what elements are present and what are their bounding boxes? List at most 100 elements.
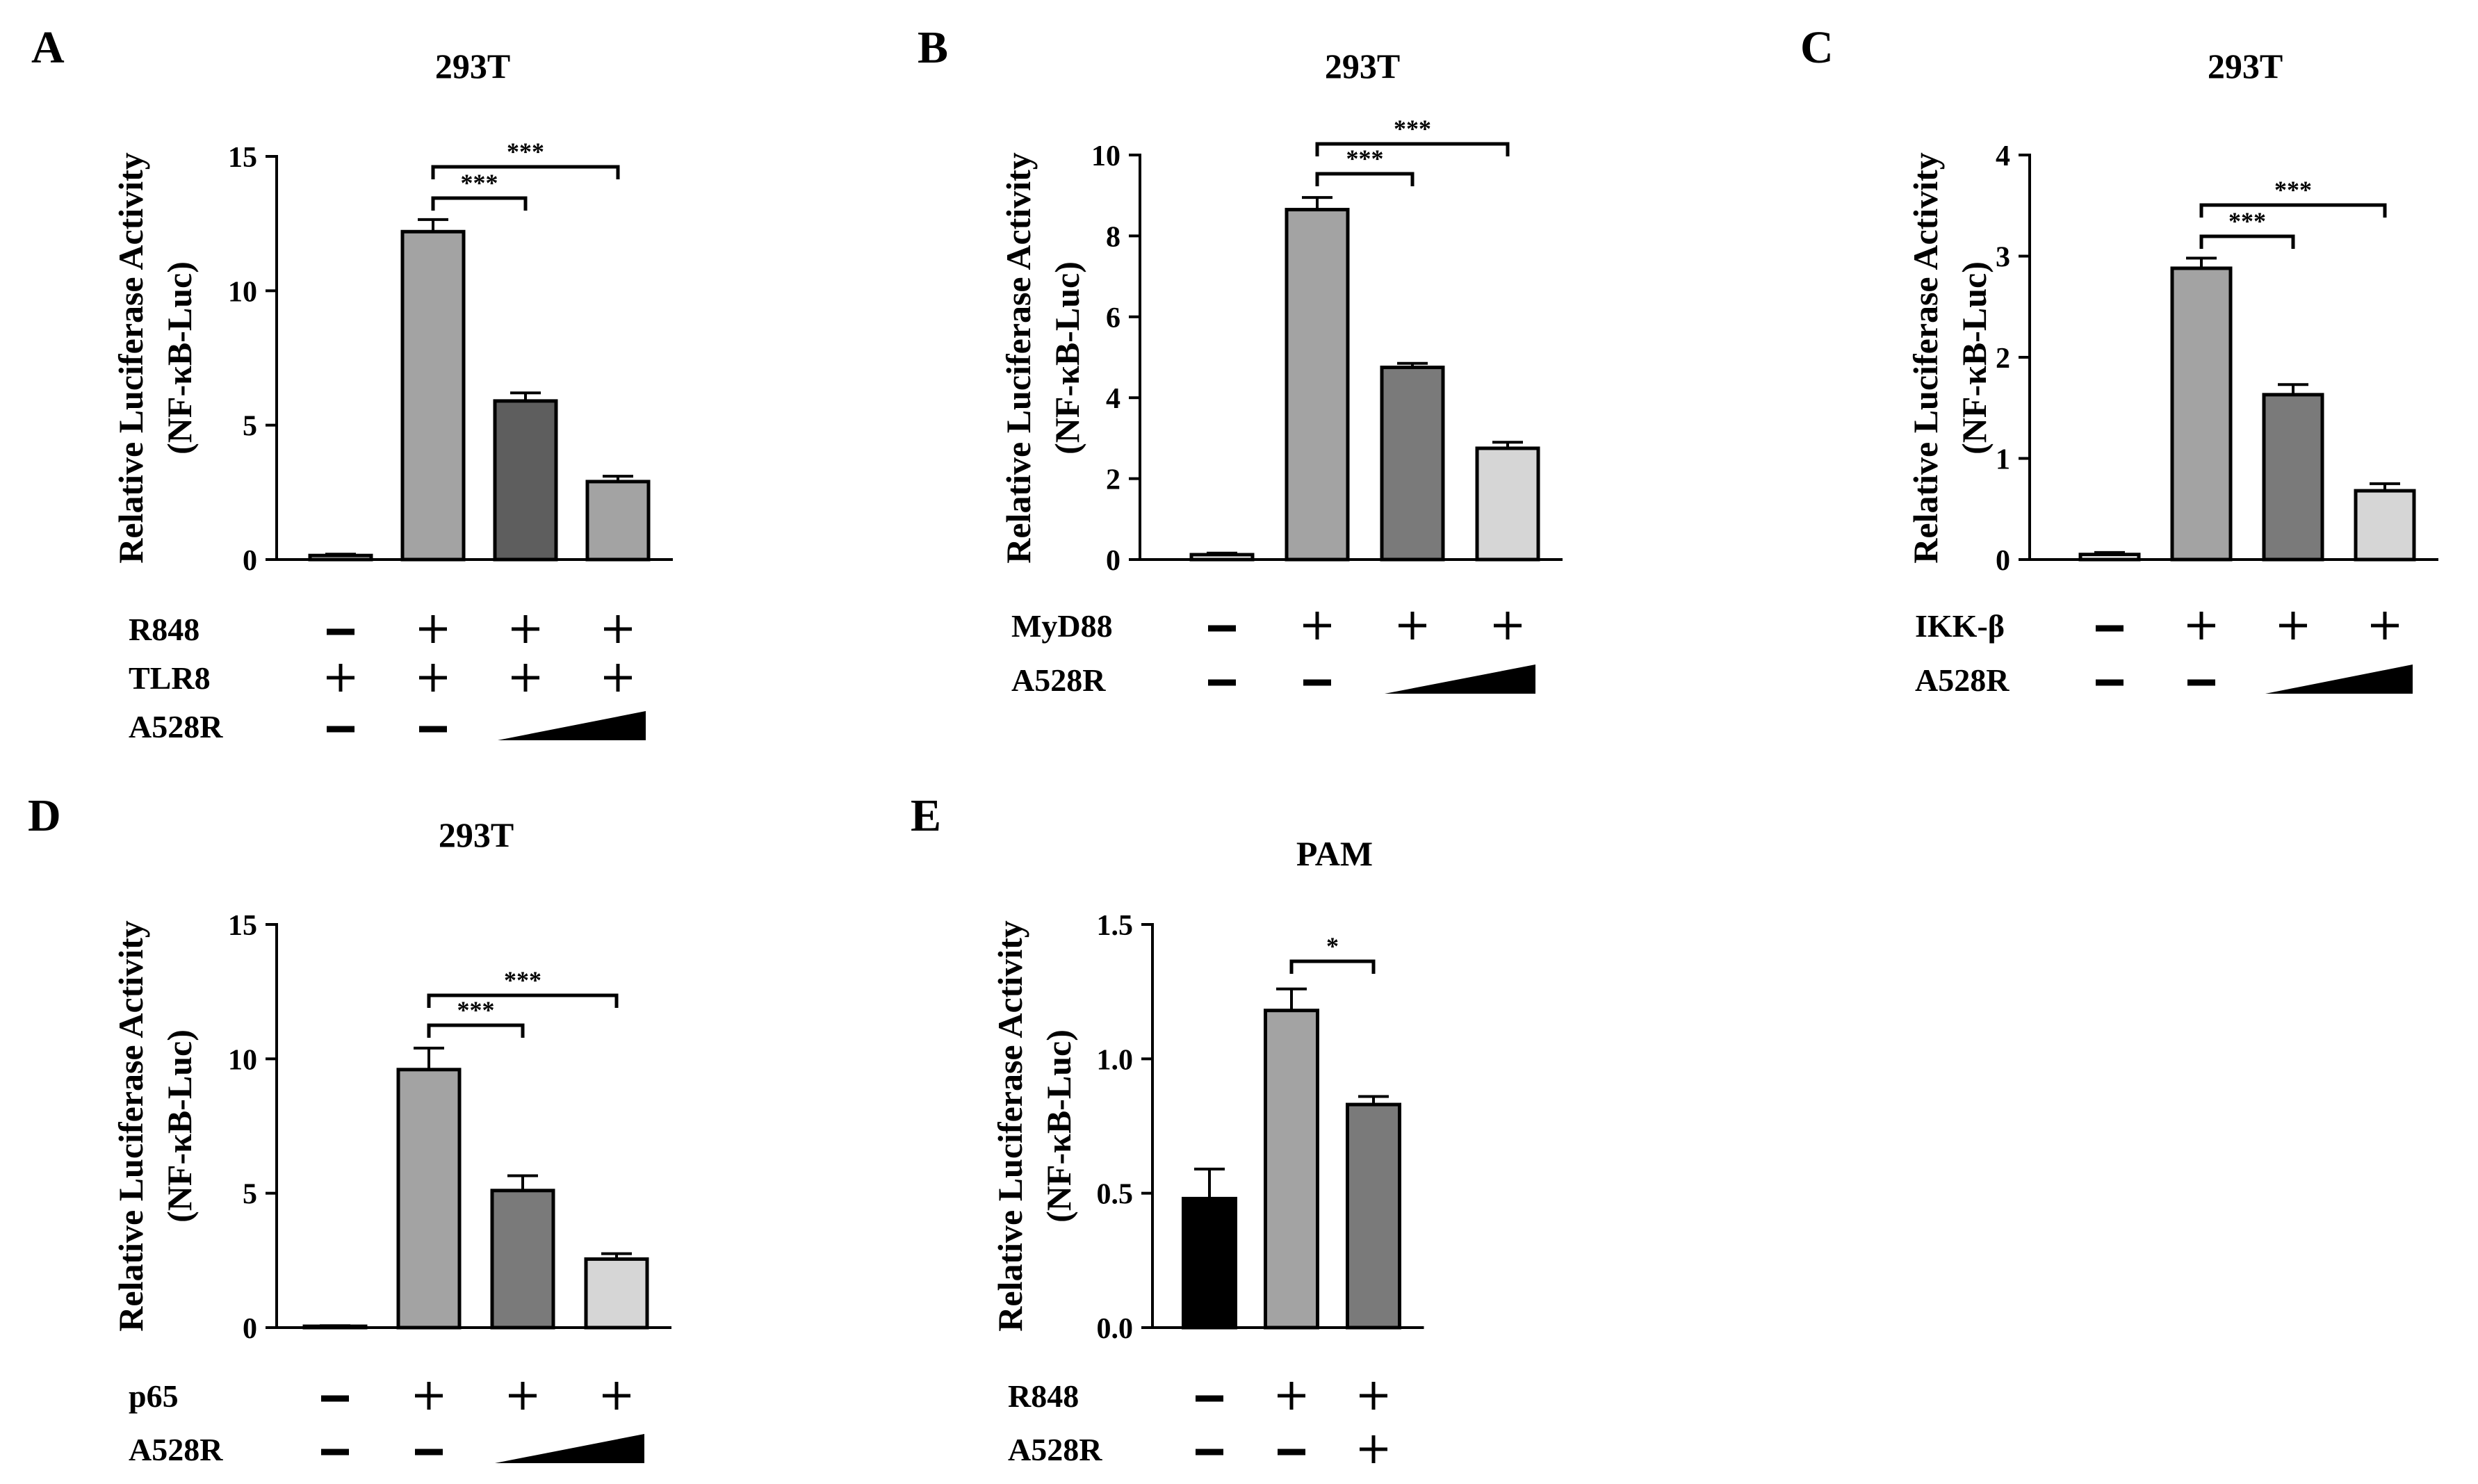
chart-panel-e: E PAM Relative Luciferase Activity (NF-κB-L… <box>911 790 1424 1467</box>
y-axis-label: Relative Luciferase Activity (NF-κB-Luc) <box>991 920 1078 1331</box>
dose-ramp <box>495 1434 644 1463</box>
significance-label: *** <box>2274 176 2312 204</box>
y-axis-label-line2: (NF-κB-Luc) <box>160 1029 199 1223</box>
bar <box>1380 366 1445 562</box>
significance-label: *** <box>507 138 544 165</box>
condition-label: p65 <box>129 1378 179 1414</box>
bar <box>585 480 651 562</box>
significance-bracket <box>1315 142 1510 156</box>
condition-label: A528R <box>129 709 223 744</box>
condition-label: A528R <box>1008 1432 1102 1467</box>
y-tick-label: 3 <box>1996 242 2010 274</box>
y-tick-label: 1.5 <box>1097 910 1134 942</box>
y-tick-label: 6 <box>1106 302 1120 334</box>
y-axis-label-line1: Relative Luciferase Activity <box>1906 152 1945 563</box>
chart-panel-c: C 293T Relative Luciferase Activity (NF-κB-… <box>1800 22 2438 698</box>
significance-bracket <box>1289 959 1376 974</box>
y-axis-label: Relative Luciferase Activity (NF-κB-Luc) <box>111 920 199 1331</box>
condition-label: A528R <box>1915 662 2010 698</box>
condition-label: MyD88 <box>1011 608 1113 644</box>
y-tick-label: 10 <box>1091 140 1120 172</box>
panel-letter: E <box>911 790 941 841</box>
chart-title: 293T <box>2208 47 2283 85</box>
significance-bracket <box>2199 234 2295 249</box>
bar <box>1285 208 1350 562</box>
y-tick-label: 15 <box>228 142 257 174</box>
significance-label: *** <box>457 996 495 1024</box>
chart-panel-b: B 293T Relative Luciferase Activity (NF-κB-… <box>918 22 1563 698</box>
y-tick-label: 1 <box>1996 444 2010 476</box>
bar <box>308 553 373 562</box>
y-tick-label: 4 <box>1996 140 2010 172</box>
y-tick-label: 0 <box>243 545 257 577</box>
significance-bracket <box>427 993 619 1008</box>
panel-letter: A <box>31 22 65 73</box>
bar <box>584 1257 649 1330</box>
y-tick-label: 0.5 <box>1097 1179 1134 1211</box>
significance-bracket <box>431 165 620 179</box>
condition-label: TLR8 <box>129 660 211 696</box>
y-tick-label: 10 <box>228 276 257 308</box>
y-tick-label: 5 <box>243 411 257 443</box>
bar <box>1475 446 1540 562</box>
significance-label: *** <box>1346 145 1384 172</box>
condition-label: R848 <box>1008 1378 1079 1414</box>
y-tick-label: 4 <box>1106 383 1120 415</box>
bar <box>493 399 558 562</box>
condition-label: A528R <box>1011 662 1106 698</box>
bar <box>2354 489 2416 562</box>
dose-ramp <box>2265 664 2413 694</box>
y-axis-label-line1: Relative Luciferase Activity <box>111 152 150 563</box>
y-axis-label: Relative Luciferase Activity (NF-κB-Luc) <box>1906 152 1994 563</box>
y-axis-label-line2: (NF-κB-Luc) <box>1039 1029 1078 1223</box>
bar <box>490 1189 555 1330</box>
y-axis-label-line2: (NF-κB-Luc) <box>1955 261 1994 455</box>
bar <box>302 1324 368 1330</box>
y-axis-label-line1: Relative Luciferase Activity <box>999 152 1038 563</box>
condition-label: R848 <box>129 612 199 647</box>
condition-label: A528R <box>129 1432 223 1467</box>
y-tick-label: 10 <box>228 1044 257 1076</box>
chart-panel-a: A 293T Relative Luciferase Activity (NF-κB-… <box>31 22 673 744</box>
bar <box>2262 393 2324 562</box>
y-axis-label: Relative Luciferase Activity (NF-κB-Luc) <box>999 152 1086 563</box>
bar <box>1189 553 1255 562</box>
significance-label: * <box>1326 932 1339 960</box>
bar <box>1346 1102 1401 1330</box>
y-tick-label: 2 <box>1106 464 1120 496</box>
y-axis-label-line2: (NF-κB-Luc) <box>160 261 199 455</box>
bar <box>2078 553 2141 562</box>
y-axis-label-line1: Relative Luciferase Activity <box>111 920 150 1331</box>
bar <box>396 1068 462 1330</box>
y-axis-label: Relative Luciferase Activity (NF-κB-Luc) <box>111 152 199 563</box>
significance-bracket <box>2199 203 2387 218</box>
chart-title: 293T <box>439 815 514 854</box>
y-axis-label-line2: (NF-κB-Luc) <box>1048 261 1086 455</box>
panel-letter: B <box>918 22 948 73</box>
chart-title: 293T <box>435 47 510 85</box>
condition-label: IKK-β <box>1915 608 2005 644</box>
bar <box>1264 1009 1319 1330</box>
significance-label: *** <box>2228 207 2266 235</box>
dose-ramp <box>498 711 646 740</box>
bar <box>400 229 466 562</box>
significance-label: *** <box>504 966 541 994</box>
bar <box>2170 266 2233 562</box>
y-tick-label: 0 <box>1106 545 1120 577</box>
y-tick-label: 1.0 <box>1097 1044 1134 1076</box>
dose-ramp <box>1385 664 1535 694</box>
y-axis-label-line1: Relative Luciferase Activity <box>991 920 1029 1331</box>
significance-label: *** <box>1394 115 1431 142</box>
panel-letter: D <box>28 790 61 841</box>
chart-title: 293T <box>1325 47 1400 85</box>
y-tick-label: 2 <box>1996 343 2010 375</box>
chart-panel-d: D 293T Relative Luciferase Activity (NF-κB-… <box>28 790 671 1467</box>
y-tick-label: 0 <box>243 1313 257 1345</box>
significance-bracket <box>1315 172 1415 186</box>
panel-letter: C <box>1800 22 1834 73</box>
y-tick-label: 0.0 <box>1097 1313 1134 1345</box>
significance-label: *** <box>461 169 498 197</box>
significance-bracket <box>431 196 528 211</box>
y-tick-label: 15 <box>228 910 257 942</box>
y-tick-label: 5 <box>243 1179 257 1211</box>
